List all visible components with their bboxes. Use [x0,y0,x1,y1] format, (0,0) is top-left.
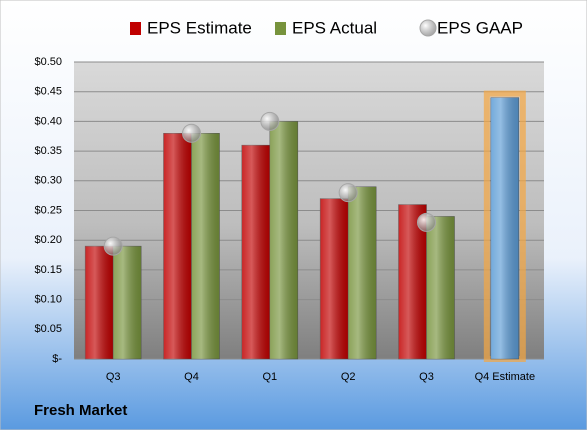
gaap-marker [338,183,358,203]
bar-shine [320,198,349,359]
bar-shine [241,145,270,359]
y-tick-label: $0.25 [34,204,62,216]
y-tick-label: $0.15 [34,264,62,276]
legend-marker [419,19,437,37]
y-tick-label: $0.20 [34,234,62,246]
gaap-marker [260,111,280,131]
legend-marker [275,22,286,35]
gaap-marker [182,123,201,143]
legend-marker [130,22,141,35]
y-tick-label: $0.10 [34,294,62,306]
y-tick-label: $0.30 [34,175,62,187]
bar-shine [348,186,377,359]
bar-shine [85,246,114,359]
x-tick-label: Q3 [419,371,434,383]
bar-shine [191,133,220,359]
gaap-marker [103,236,123,256]
legend-text: EPS Actual [292,18,377,37]
y-tick-label: $- [52,353,62,365]
bar-shine [113,246,142,359]
bar-shine [426,216,455,359]
gaap-marker [417,212,436,232]
x-tick-label: Q4 [184,371,199,383]
x-tick-label: Q1 [262,371,277,383]
y-tick-label: $0.35 [34,145,62,157]
y-tick-label: $0.05 [34,323,62,335]
bar-shine [490,97,519,359]
y-tick-label: $0.40 [34,115,62,127]
y-tick-label: $0.45 [34,86,62,98]
footer: Fresh Market [34,402,127,419]
bar-shine [163,133,192,359]
x-tick-label: Q3 [106,371,121,383]
legend-text: EPS GAAP [437,18,523,37]
x-tick-label: Q2 [341,371,356,383]
y-tick-label: $0.50 [34,56,62,68]
bar-shine [269,121,298,360]
x-tick-label: Q4 Estimate [475,371,536,383]
legend-text: EPS Estimate [147,18,252,37]
